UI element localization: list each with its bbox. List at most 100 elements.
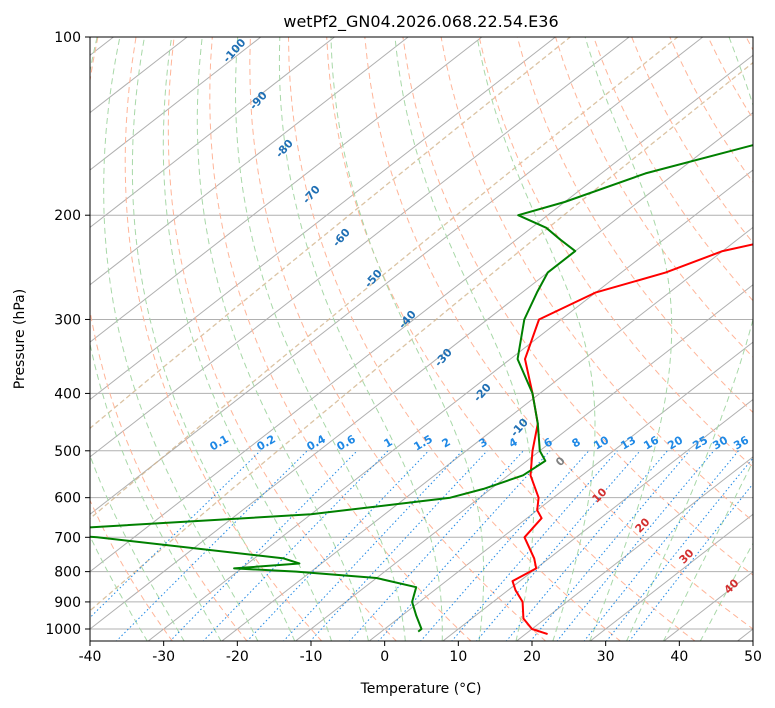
y-tick-label: 400 [54, 386, 81, 402]
mixing-ratio-line [505, 450, 668, 641]
mixing-ratio-line [420, 450, 590, 641]
dry-adiabat-label: -100 [220, 36, 248, 65]
y-tick-label: 800 [54, 565, 81, 581]
mixing-ratio-line [451, 450, 618, 641]
isotherm-line [589, 513, 753, 641]
mixing-ratio-label: 16 [641, 433, 661, 452]
mixing-ratio-label: 1 [382, 435, 395, 450]
dry-adiabat-line [631, 37, 753, 244]
dry-adiabat-label: -20 [471, 381, 494, 405]
mixing-ratio-label: 20 [665, 433, 685, 452]
mixing-ratio-label: 8 [570, 435, 583, 450]
x-tick-label: 30 [597, 649, 615, 665]
isotherm-line [736, 628, 753, 641]
dry-adiabat-label: -30 [432, 346, 455, 370]
dry-adiabat-line [167, 37, 398, 641]
y-axis-label: Pressure (hPa) [12, 289, 28, 389]
dry-adiabat-line [555, 37, 753, 358]
mixing-ratio-line [90, 450, 261, 619]
mixing-ratio-line [202, 450, 389, 641]
x-axis: -40 -30 -20 -10 0 10 20 30 40 50 [79, 641, 762, 665]
isotherm-line [663, 570, 753, 641]
dry-adiabat-line [364, 37, 753, 630]
moist-adiabat-line [131, 37, 296, 641]
isotherm-line [147, 169, 753, 641]
mixing-ratio-line [529, 450, 690, 641]
dry-adiabat-line [707, 37, 753, 120]
isotherm-line [442, 398, 753, 641]
mixing-ratio-line [282, 450, 463, 641]
y-tick-label: 200 [54, 208, 81, 224]
x-tick-label: -20 [226, 649, 249, 665]
mixing-ratio-line [556, 450, 715, 641]
mixing-ratio-line [309, 450, 488, 641]
dry-adiabat-line [288, 37, 622, 641]
mixing-ratio-label: 25 [690, 434, 710, 453]
mixing-ratio-line [583, 450, 739, 641]
chart-title: wetPf2_GN04.2026.068.22.54.E36 [283, 12, 558, 32]
plot-frame [89, 36, 754, 642]
moist-adiabat-line [278, 37, 443, 641]
moist-adiabat-line [330, 37, 485, 641]
dry-adiabat-line [90, 499, 173, 641]
moist-adiabat-label: 30 [677, 546, 697, 566]
y-tick-label: 1000 [45, 622, 81, 638]
moist-adiabat-line [103, 37, 259, 641]
x-tick-label: -30 [152, 649, 175, 665]
dry-adiabat-line [124, 37, 323, 641]
mixing-ratio-label: 30 [710, 433, 730, 452]
mixing-ratio-line [605, 457, 753, 641]
moist-adiabat-line [662, 460, 753, 641]
y-tick-label: 500 [54, 444, 81, 460]
isotherm-line [90, 37, 630, 458]
x-tick-label: 0 [380, 649, 389, 665]
mixing-ratio-line [246, 450, 429, 641]
isobar-grid [90, 37, 753, 630]
moist-adiabat-line [90, 535, 148, 641]
dry-adiabat-label: -40 [396, 308, 419, 332]
isotherm-line [515, 456, 753, 641]
y-tick-label: 100 [54, 30, 81, 46]
mixing-ratio-line [115, 450, 308, 641]
isotherm-line [90, 37, 483, 343]
y-tick-label: 600 [54, 491, 81, 507]
dry-adiabat-line [90, 37, 248, 641]
dry-adiabat-line [516, 37, 753, 414]
moist-adiabat-line [626, 37, 753, 641]
moist-adiabat-line [394, 37, 535, 641]
isotherm-line [90, 112, 753, 630]
x-tick-label: 40 [670, 649, 688, 665]
background-lines [90, 37, 753, 641]
moist-adiabat-line [699, 542, 753, 641]
reference-curve [90, 61, 753, 612]
dry-adiabat-line [326, 37, 696, 641]
isotherm-line [90, 37, 335, 229]
x-tick-label: 10 [449, 649, 467, 665]
y-axis: 100 200 300 400 500 600 700 800 900 1000 [45, 30, 90, 638]
dry-adiabat-label: -70 [300, 183, 323, 207]
moist-adiabat-line [476, 37, 596, 641]
dry-adiabat-label: -60 [330, 226, 353, 250]
isotherm-line [221, 226, 753, 641]
moist-adiabat-line [196, 37, 369, 641]
x-axis-label: Temperature (°C) [360, 681, 482, 697]
mixing-ratio-label: 3 [477, 435, 490, 450]
mixing-ratio-line [475, 450, 641, 641]
moist-adiabat-line [90, 454, 185, 641]
mixing-ratio-line [169, 450, 358, 641]
x-tick-label: -40 [79, 649, 102, 665]
mixing-ratio-line [377, 450, 551, 641]
moist-adiabat-line [162, 37, 333, 641]
isotherm-line [90, 37, 409, 286]
y-tick-label: 700 [54, 530, 81, 546]
isotherm-line [90, 37, 262, 171]
dry-adiabat-line [249, 37, 547, 641]
dewpoint-profile [90, 144, 753, 633]
dry-adiabat-line [478, 37, 753, 468]
isotherm-line [90, 37, 556, 401]
moist-adiabat-line [584, 37, 673, 641]
sounding-profiles [90, 144, 753, 636]
mixing-ratio-label: 2 [440, 435, 453, 450]
x-tick-label: 50 [744, 649, 762, 665]
